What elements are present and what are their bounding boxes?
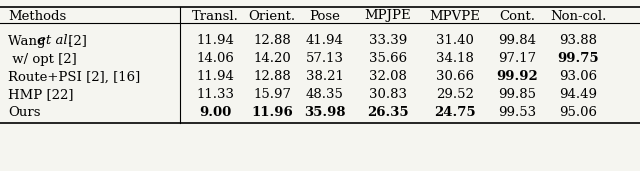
Text: 26.35: 26.35 [367, 107, 409, 120]
Text: 11.94: 11.94 [196, 70, 234, 83]
Text: 11.96: 11.96 [251, 107, 293, 120]
Text: 14.06: 14.06 [196, 52, 234, 65]
Text: 33.39: 33.39 [369, 35, 407, 48]
Text: 31.40: 31.40 [436, 35, 474, 48]
Text: 57.13: 57.13 [306, 52, 344, 65]
Text: 11.33: 11.33 [196, 89, 234, 102]
Text: 11.94: 11.94 [196, 35, 234, 48]
Text: [2]: [2] [64, 35, 87, 48]
Text: 99.53: 99.53 [498, 107, 536, 120]
Text: MPJPE: MPJPE [365, 10, 412, 23]
Text: Wang: Wang [8, 35, 50, 48]
Text: 41.94: 41.94 [306, 35, 344, 48]
Text: 15.97: 15.97 [253, 89, 291, 102]
Text: 12.88: 12.88 [253, 70, 291, 83]
Text: 94.49: 94.49 [559, 89, 597, 102]
Text: Pose: Pose [310, 10, 340, 23]
Text: HMP [22]: HMP [22] [8, 89, 74, 102]
Text: 34.18: 34.18 [436, 52, 474, 65]
Text: Cont.: Cont. [499, 10, 535, 23]
Text: 12.88: 12.88 [253, 35, 291, 48]
Text: 97.17: 97.17 [498, 52, 536, 65]
Text: 38.21: 38.21 [306, 70, 344, 83]
Text: Route+PSI [2], [16]: Route+PSI [2], [16] [8, 70, 140, 83]
Text: 99.75: 99.75 [557, 52, 599, 65]
Text: 95.06: 95.06 [559, 107, 597, 120]
Text: et al.: et al. [38, 35, 72, 48]
Text: 30.83: 30.83 [369, 89, 407, 102]
Text: 93.88: 93.88 [559, 35, 597, 48]
Text: 30.66: 30.66 [436, 70, 474, 83]
Text: MPVPE: MPVPE [429, 10, 481, 23]
Text: Non-col.: Non-col. [550, 10, 606, 23]
Text: 35.98: 35.98 [304, 107, 346, 120]
Text: 48.35: 48.35 [306, 89, 344, 102]
Text: Ours: Ours [8, 107, 40, 120]
Text: 99.84: 99.84 [498, 35, 536, 48]
Text: 14.20: 14.20 [253, 52, 291, 65]
Text: Orient.: Orient. [248, 10, 296, 23]
Text: Methods: Methods [8, 10, 67, 23]
Text: 29.52: 29.52 [436, 89, 474, 102]
Text: w/ opt [2]: w/ opt [2] [8, 52, 77, 65]
Text: 32.08: 32.08 [369, 70, 407, 83]
Text: Transl.: Transl. [191, 10, 239, 23]
Text: 24.75: 24.75 [434, 107, 476, 120]
Text: 99.92: 99.92 [496, 70, 538, 83]
Text: 35.66: 35.66 [369, 52, 407, 65]
Text: 9.00: 9.00 [199, 107, 231, 120]
Text: 99.85: 99.85 [498, 89, 536, 102]
Text: 93.06: 93.06 [559, 70, 597, 83]
